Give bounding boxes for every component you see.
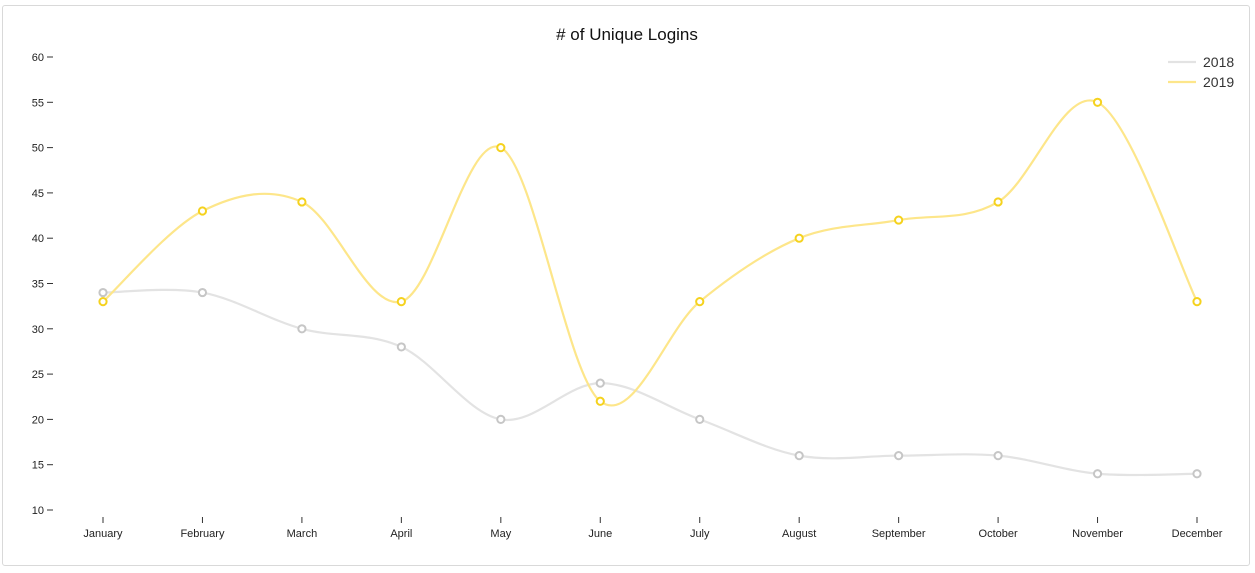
y-tick-label: 30 — [32, 324, 44, 336]
x-tick-label: May — [490, 528, 511, 540]
data-point-2018[interactable] — [197, 287, 208, 298]
y-axis: 10 15 20 25 30 35 40 45 50 55 60 — [32, 52, 53, 517]
data-point-2019[interactable] — [894, 215, 904, 225]
x-tick-label: December — [1172, 528, 1223, 540]
data-point-2018[interactable] — [595, 378, 605, 388]
data-point-2018[interactable] — [993, 451, 1003, 461]
y-tick-label: 60 — [32, 52, 44, 64]
x-tick-label: January — [83, 528, 123, 540]
data-point-2019[interactable] — [197, 206, 208, 216]
x-tick-label: August — [782, 528, 816, 540]
x-tick-label: July — [690, 528, 710, 540]
data-point-2018[interactable] — [695, 414, 705, 424]
data-point-2018[interactable] — [1192, 469, 1202, 479]
x-axis: January February March April May June July Augu… — [83, 517, 1223, 540]
x-tick-label: October — [979, 528, 1018, 540]
x-tick-label: June — [588, 528, 612, 540]
series-line-2018 — [102, 288, 1198, 477]
y-tick-label: 35 — [32, 279, 44, 291]
legend: 2018 2019 — [1168, 54, 1234, 90]
data-point-2019[interactable] — [993, 197, 1003, 207]
y-tick-label: 10 — [32, 505, 44, 517]
data-point-2019[interactable] — [794, 233, 804, 243]
y-tick-label: 15 — [32, 460, 44, 472]
y-tick-label: 45 — [32, 188, 44, 200]
legend-label-2019[interactable]: 2019 — [1203, 74, 1234, 90]
x-tick-label: February — [180, 528, 225, 540]
data-point-2019[interactable] — [297, 197, 307, 207]
data-point-2019[interactable] — [1092, 97, 1103, 107]
data-point-2019[interactable] — [595, 396, 605, 406]
y-tick-label: 40 — [32, 233, 44, 245]
data-point-2018[interactable] — [396, 342, 406, 352]
data-point-2019[interactable] — [496, 143, 506, 153]
data-point-2018[interactable] — [794, 451, 804, 461]
data-point-2018[interactable] — [98, 287, 108, 298]
x-tick-label: September — [872, 528, 926, 540]
series-lines — [102, 99, 1198, 477]
data-point-2019[interactable] — [695, 297, 705, 307]
data-point-2019[interactable] — [98, 297, 108, 307]
x-tick-label: November — [1072, 528, 1123, 540]
y-tick-label: 55 — [32, 97, 44, 109]
y-tick-label: 20 — [32, 414, 44, 426]
chart-title: # of Unique Logins — [556, 25, 698, 44]
chart-frame — [2, 5, 1250, 566]
y-tick-label: 25 — [32, 369, 44, 381]
data-point-2019[interactable] — [1192, 297, 1202, 307]
x-tick-label: April — [390, 528, 412, 540]
data-point-2018[interactable] — [894, 451, 904, 461]
data-point-2019[interactable] — [396, 297, 406, 307]
x-tick-label: March — [287, 528, 318, 540]
data-point-2018[interactable] — [297, 324, 307, 334]
series-points — [98, 97, 1202, 479]
legend-label-2018[interactable]: 2018 — [1203, 54, 1234, 70]
y-tick-label: 50 — [32, 143, 44, 155]
data-point-2018[interactable] — [1092, 469, 1103, 479]
series-line-2019 — [102, 99, 1198, 407]
data-point-2018[interactable] — [496, 414, 506, 424]
